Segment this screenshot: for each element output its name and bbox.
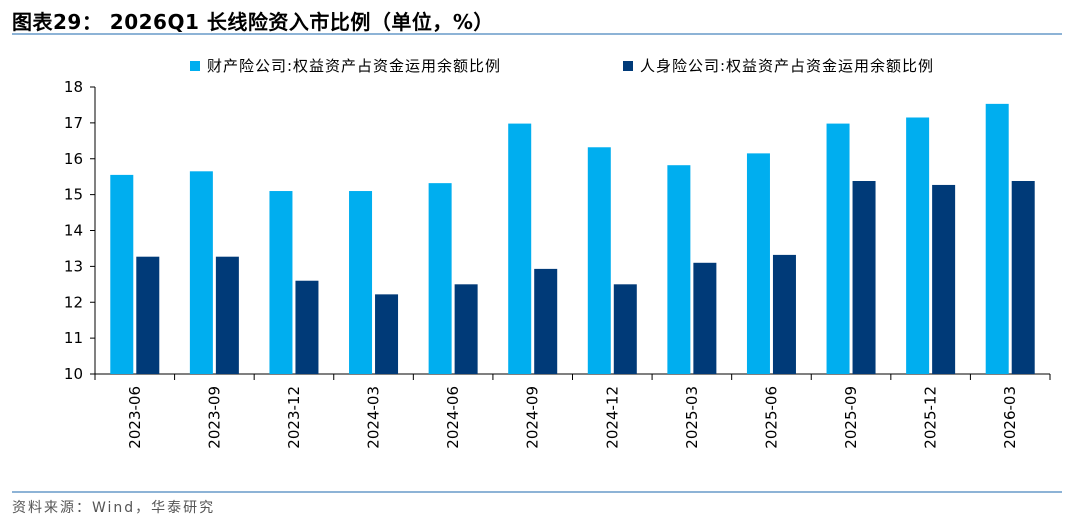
bar-chart: 财产险公司:权益资产占资金运用余额比例 人身险公司:权益资产占资金运用余额比例 1… xyxy=(64,57,1051,449)
bar-life-insurance xyxy=(772,254,796,374)
x-tick-label: 2023-09 xyxy=(205,386,223,449)
legend-label-life: 人身险公司:权益资产占资金运用余额比例 xyxy=(640,57,934,75)
y-tick-label: 14 xyxy=(64,222,83,240)
bar-life-insurance xyxy=(136,256,160,374)
bars xyxy=(110,103,1035,375)
chart-title: 图表29： 2026Q1 长线险资入市比例（单位，%） xyxy=(12,10,494,34)
x-tick-label: 2025-06 xyxy=(762,386,780,449)
footer-divider xyxy=(12,491,1062,493)
legend-swatch-life xyxy=(623,61,633,71)
x-tick-label: 2025-03 xyxy=(683,386,701,449)
x-axis: 2023-06 2023-09 2023-12 2024-03 2024-06 2024-… xyxy=(94,373,1051,449)
legend-swatch-property xyxy=(190,61,200,71)
y-tick-label: 16 xyxy=(64,150,83,168)
x-tick-label: 2025-09 xyxy=(842,386,860,449)
bar-life-insurance xyxy=(534,268,558,374)
bar-life-insurance xyxy=(1011,180,1035,374)
bar-property-insurance xyxy=(826,123,850,374)
x-tick-label: 2024-03 xyxy=(365,386,383,449)
bar-property-insurance xyxy=(428,183,452,374)
y-tick-label: 13 xyxy=(64,257,83,275)
bar-property-insurance xyxy=(985,103,1009,374)
bar-property-insurance xyxy=(906,117,930,375)
bar-property-insurance xyxy=(189,171,213,374)
y-tick-label: 15 xyxy=(64,186,83,204)
x-tick-label: 2025-12 xyxy=(922,386,940,449)
bar-life-insurance xyxy=(693,262,717,374)
bar-life-insurance xyxy=(215,256,239,374)
x-tick-label: 2024-09 xyxy=(524,386,542,449)
x-tick-label: 2024-12 xyxy=(603,386,621,449)
bar-property-insurance xyxy=(667,165,691,374)
legend: 财产险公司:权益资产占资金运用余额比例 人身险公司:权益资产占资金运用余额比例 xyxy=(190,57,934,75)
bar-life-insurance xyxy=(295,280,319,374)
bar-life-insurance xyxy=(454,284,478,374)
y-tick-label: 17 xyxy=(64,114,83,132)
y-tick-label: 12 xyxy=(64,293,83,311)
bar-life-insurance xyxy=(852,180,876,374)
bar-property-insurance xyxy=(508,123,532,374)
y-tick-label: 11 xyxy=(64,329,83,347)
bar-life-insurance xyxy=(375,294,399,374)
bar-property-insurance xyxy=(349,191,373,374)
y-tick-label: 18 xyxy=(64,78,83,96)
bar-property-insurance xyxy=(746,153,770,374)
x-tick-label: 2024-06 xyxy=(444,386,462,449)
x-tick-label: 2023-12 xyxy=(285,386,303,449)
bar-property-insurance xyxy=(110,174,134,374)
bar-life-insurance xyxy=(932,184,956,374)
bar-life-insurance xyxy=(613,284,637,374)
x-tick-label: 2026-03 xyxy=(1001,386,1019,449)
legend-label-property: 财产险公司:权益资产占资金运用余额比例 xyxy=(207,57,501,75)
title-divider xyxy=(12,33,1062,35)
bar-property-insurance xyxy=(269,191,293,374)
y-tick-label: 10 xyxy=(64,365,83,383)
source-note: 资料来源：Wind，华泰研究 xyxy=(12,500,216,516)
x-tick-label: 2023-06 xyxy=(126,386,144,449)
bar-property-insurance xyxy=(587,147,611,374)
y-axis: 10 11 12 13 14 15 16 17 18 xyxy=(64,78,96,383)
